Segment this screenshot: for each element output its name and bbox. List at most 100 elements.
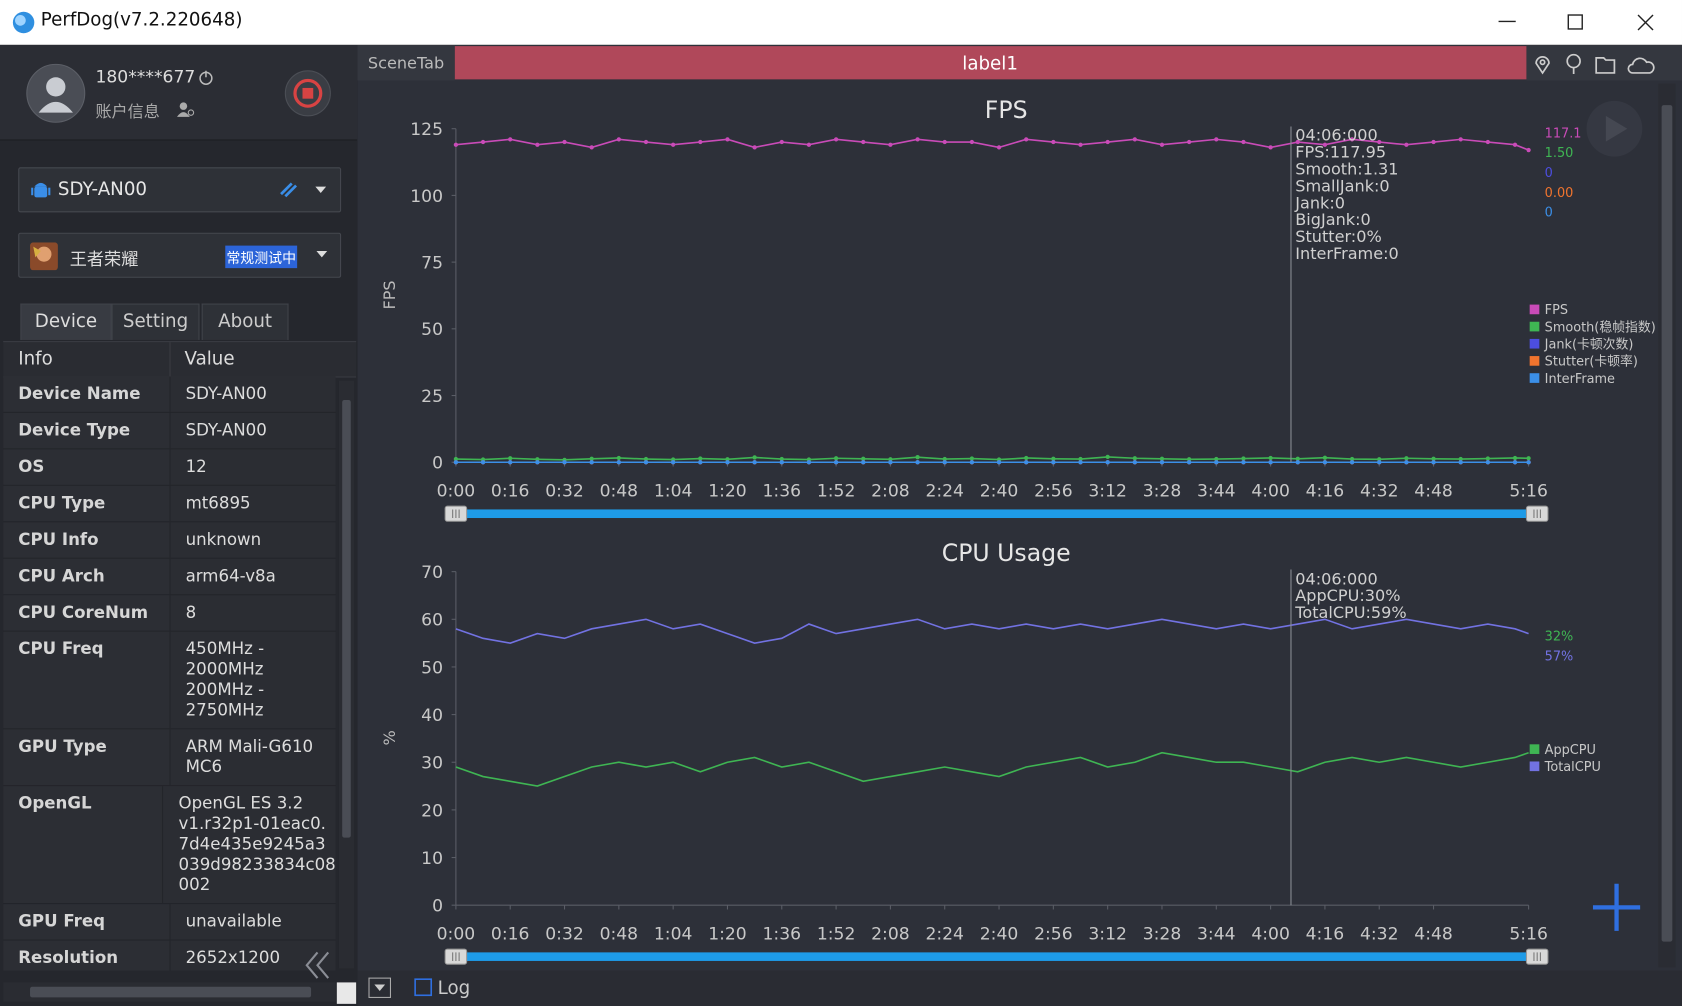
x-tick-label: 3:28 — [1143, 482, 1182, 502]
device-dropdown[interactable]: SDY-AN00 — [18, 167, 342, 213]
point — [671, 142, 676, 147]
point — [779, 139, 784, 145]
point — [1322, 455, 1328, 460]
value-line: 7d4e435e9245a3 — [178, 834, 326, 854]
cursor-time: 04:06:000 — [1295, 125, 1377, 144]
point — [1268, 460, 1273, 465]
current-value: 1.50 — [1545, 146, 1574, 161]
point — [1458, 460, 1463, 465]
point — [806, 460, 812, 465]
scroll-thumb[interactable] — [342, 400, 351, 838]
point — [589, 460, 594, 465]
scene-tab[interactable]: SceneTab — [368, 54, 444, 73]
point — [1268, 145, 1273, 150]
corner — [336, 982, 357, 1004]
point — [1295, 460, 1300, 465]
tab[interactable]: Device — [20, 303, 112, 340]
point — [1159, 142, 1165, 147]
handle-grip — [1533, 509, 1541, 519]
point — [942, 460, 947, 465]
info-value: 12 — [170, 449, 336, 485]
x-tick-label: 0:48 — [600, 482, 639, 502]
legend-swatch — [1529, 761, 1540, 772]
maximize[interactable] — [1567, 14, 1583, 30]
app-dropdown[interactable]: 王者荣耀 常规测试中 — [18, 232, 342, 278]
info-key: CPU Freq — [3, 631, 171, 729]
y-axis-label: % — [380, 730, 399, 745]
legend-swatch — [1529, 373, 1540, 383]
point — [725, 457, 730, 462]
close[interactable] — [1637, 14, 1654, 31]
value-line: ARM Mali-G610 — [185, 736, 314, 757]
y-tick-label: 20 — [421, 801, 443, 821]
y-tick-label: 100 — [410, 187, 443, 207]
point — [1024, 460, 1029, 465]
android-icon — [31, 182, 51, 198]
y-tick-label: 50 — [421, 658, 443, 678]
point — [915, 137, 920, 142]
legend-swatch — [1529, 356, 1540, 366]
current-value: 0 — [1545, 206, 1553, 221]
column-divider — [169, 342, 171, 377]
info-row: CPU Info unknown — [3, 522, 336, 559]
dropdown-arrow — [316, 250, 328, 258]
point — [942, 139, 947, 145]
point — [1186, 139, 1192, 145]
info-row: GPU Freq unavailable — [3, 904, 336, 941]
tooltip-line: SmallJank:0 — [1295, 176, 1389, 195]
scroll-thumb[interactable] — [1661, 105, 1673, 942]
point — [1159, 460, 1165, 465]
collapse-button[interactable] — [305, 951, 330, 979]
x-tick-label: 4:32 — [1360, 482, 1399, 502]
y-tick-label: 125 — [410, 120, 443, 140]
tab[interactable]: About — [201, 303, 289, 340]
info-row: CPU Freq 450MHz -2000MHz 200MHz -2750MHz — [3, 631, 336, 730]
legend-swatch — [1529, 338, 1540, 349]
series-line — [455, 618, 1529, 644]
tooltip-line: FPS:117.95 — [1295, 142, 1386, 161]
record-button[interactable] — [283, 69, 332, 118]
power-icon[interactable] — [197, 69, 214, 86]
info-key: GPU Type — [3, 729, 171, 786]
panel-toggle[interactable] — [368, 977, 391, 998]
point — [779, 460, 784, 465]
point — [1485, 460, 1491, 465]
info-key: Device Name — [3, 376, 171, 412]
point — [996, 145, 1002, 150]
app-name: 王者荣耀 — [69, 248, 139, 270]
point — [1526, 456, 1531, 461]
point — [1078, 460, 1083, 465]
toolbar-icons[interactable] — [1535, 53, 1655, 75]
point — [1322, 460, 1328, 465]
current-value: 0 — [1545, 166, 1553, 181]
point — [1485, 456, 1491, 461]
vertical-scrollbar[interactable] — [338, 380, 354, 969]
x-tick-label: 4:00 — [1251, 925, 1290, 945]
point — [1349, 460, 1355, 465]
point — [779, 456, 784, 462]
point — [1404, 460, 1409, 465]
info-value: arm64-v8a — [170, 558, 336, 595]
value-line: 2000MHz — [185, 659, 264, 679]
tab[interactable]: Setting — [111, 303, 200, 340]
info-value: unavailable — [170, 904, 336, 940]
log-label[interactable]: Log — [438, 978, 471, 999]
point — [616, 460, 621, 465]
add-button[interactable] — [1592, 883, 1641, 931]
scene-label-bar[interactable] — [454, 46, 1527, 80]
x-tick-label: 3:44 — [1197, 925, 1236, 945]
x-tick-label: 0:16 — [491, 925, 530, 945]
point — [806, 142, 812, 147]
x-tick-label: 0:16 — [491, 482, 530, 502]
info-key: OpenGL — [3, 786, 164, 904]
y-tick-label: 10 — [421, 849, 443, 869]
range-slider — [461, 509, 1534, 519]
handle-grip — [452, 509, 460, 519]
scroll-thumb[interactable] — [30, 986, 312, 998]
log-checkbox[interactable] — [414, 978, 433, 997]
account-info[interactable]: 账户信息 — [95, 101, 160, 122]
point — [1458, 137, 1463, 142]
point — [535, 142, 540, 147]
avatar[interactable] — [26, 63, 86, 123]
series-line — [455, 751, 1529, 787]
